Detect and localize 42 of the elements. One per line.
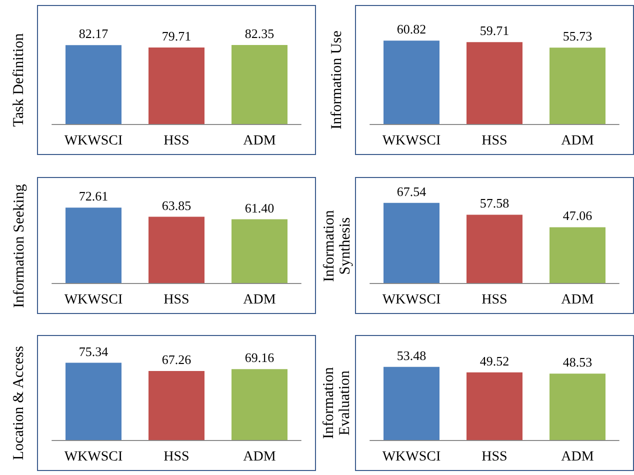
x-tick-label: ADM [561, 292, 594, 308]
y-axis-title: Information Use [328, 30, 346, 132]
x-tick-label: WKWSCI [382, 450, 441, 464]
x-tick-label: ADM [243, 134, 276, 148]
y-axis-title: Task Definition [10, 32, 28, 129]
y-axis-title: Information Evaluation [320, 366, 354, 441]
data-label: 82.35 [244, 26, 274, 41]
data-label: 48.53 [562, 354, 592, 370]
data-label: 67.54 [396, 184, 427, 199]
x-tick-label: HSS [164, 134, 190, 148]
x-tick-label: WKWSCI [382, 292, 441, 308]
x-tick-label: HSS [164, 292, 190, 308]
data-label: 79.71 [162, 28, 192, 44]
x-tick-label: WKWSCI [64, 292, 123, 308]
x-tick-label: WKWSCI [382, 134, 441, 148]
data-label: 69.16 [244, 350, 275, 366]
data-label: 57.58 [480, 196, 510, 211]
data-label: 55.73 [562, 28, 592, 44]
x-tick-label: HSS [482, 134, 508, 148]
y-axis-title: Location & Access [10, 344, 28, 462]
x-tick-label: HSS [482, 450, 508, 464]
data-label: 59.71 [480, 23, 510, 38]
data-label: 82.17 [78, 26, 109, 42]
data-label: 72.61 [78, 188, 108, 204]
data-label: 60.82 [396, 22, 426, 37]
data-label: 63.85 [162, 198, 192, 213]
data-label: 61.40 [244, 200, 274, 216]
y-axis-title: Information Synthesis [320, 208, 354, 284]
data-label: 47.06 [562, 208, 593, 224]
x-tick-label: ADM [561, 134, 594, 148]
data-label: 49.52 [480, 353, 510, 368]
x-tick-label: HSS [164, 450, 190, 464]
x-tick-label: ADM [243, 292, 276, 308]
data-label: 75.34 [78, 344, 109, 359]
x-tick-label: ADM [561, 450, 594, 464]
data-label: 67.26 [162, 352, 192, 368]
y-axis-title: Information Seeking [10, 182, 28, 310]
x-tick-label: HSS [482, 292, 508, 308]
data-label: 53.48 [396, 348, 426, 363]
x-tick-label: WKWSCI [64, 134, 123, 148]
x-tick-label: ADM [243, 450, 276, 464]
x-tick-label: WKWSCI [64, 450, 123, 464]
